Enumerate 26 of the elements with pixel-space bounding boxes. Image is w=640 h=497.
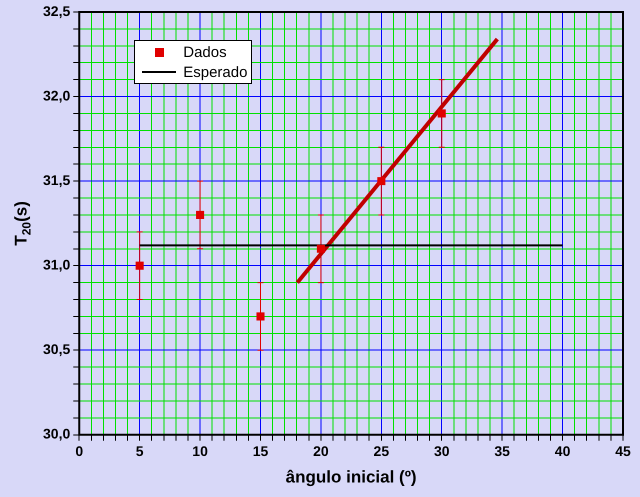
point (196, 210, 204, 219)
point (438, 109, 446, 118)
x-tick-label: 5 (136, 443, 144, 460)
x-tick-label: 30 (434, 443, 450, 460)
point (377, 177, 386, 186)
x-tick-label: 45 (615, 443, 631, 460)
legend-label: Esperado (183, 64, 248, 80)
x-axis-title: ângulo inicial (º) (286, 467, 417, 486)
y-tick-label: 31,0 (43, 256, 70, 273)
x-tick-label: 10 (192, 443, 208, 460)
point (316, 244, 325, 253)
x-tick-label: 0 (75, 443, 84, 460)
y-tick-label: 31,5 (43, 172, 70, 188)
x-tick-label: 25 (374, 443, 390, 460)
x-tick-label: 40 (554, 443, 571, 460)
point (136, 262, 144, 270)
y-tick-label: 32,0 (43, 87, 70, 104)
point (256, 312, 265, 320)
y-axis-title: T20(s) (12, 201, 34, 246)
y-tick-label: 30,0 (43, 426, 70, 442)
x-tick-label: 15 (252, 443, 268, 460)
legend-label: Dados (183, 44, 227, 60)
x-tick-label: 35 (494, 443, 510, 460)
y-tick-label: 30,5 (43, 341, 70, 358)
x-tick-label: 20 (313, 443, 329, 460)
y-tick-label: 32,5 (43, 2, 70, 19)
